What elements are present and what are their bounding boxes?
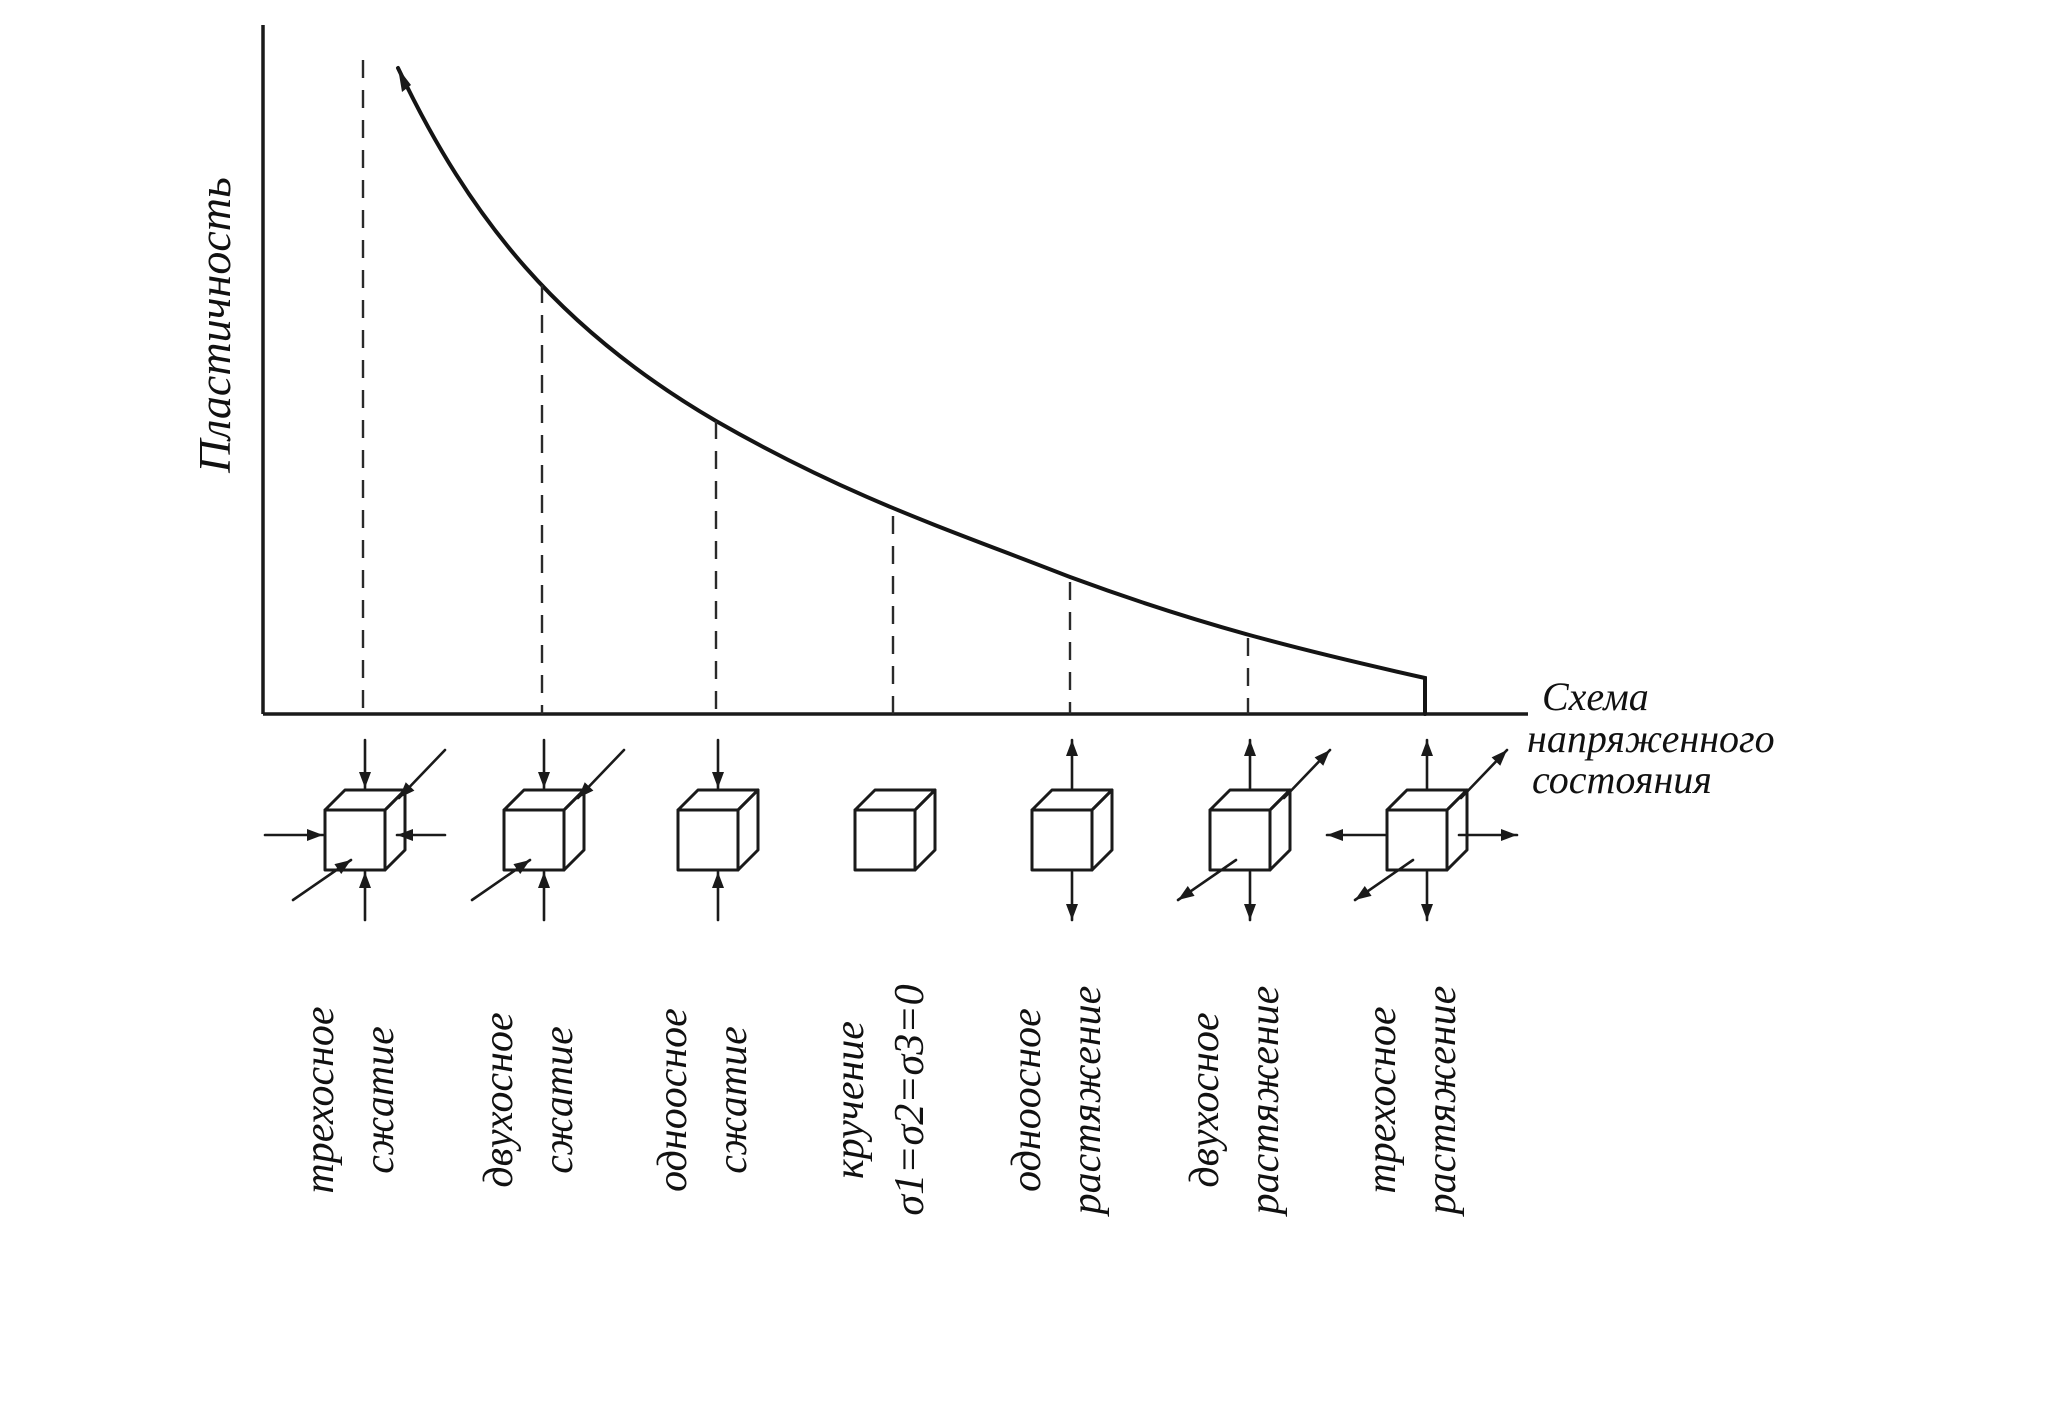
stress-state-label-line: растяжение — [1064, 986, 1110, 1218]
stress-state-label-4: кручение σ1=σ2=σ3=0 — [827, 984, 933, 1215]
stress-state-label-5: одноосное растяжение — [1004, 986, 1110, 1218]
stress-state-label-line: двухосное — [1182, 1012, 1228, 1187]
stress-state-label-line: сжатие — [710, 1026, 756, 1174]
force-arrowhead — [359, 772, 371, 788]
stress-state-label-line: двухосное — [476, 1012, 522, 1187]
force-arrowhead — [1244, 740, 1256, 756]
axes — [261, 25, 1528, 716]
x-axis-label-line-2: напряженного — [1527, 716, 1775, 761]
stress-state-cube-2 — [470, 738, 626, 922]
cube-side-face — [913, 788, 937, 872]
cube-side-face — [562, 788, 586, 872]
stress-state-label-6: двухосное растяжение — [1182, 986, 1288, 1218]
curve-start-arrowhead — [398, 68, 411, 92]
stress-state-label-line: растяжение — [1419, 986, 1465, 1218]
x-axis-label: Схема напряженного состояния — [1527, 674, 1775, 802]
stress-state-cube-1 — [263, 738, 447, 922]
plasticity-curve — [396, 66, 1427, 716]
stress-state-label-line: трехосное — [1359, 1006, 1405, 1193]
stress-state-label-line: трехосное — [297, 1006, 343, 1193]
force-arrowhead — [712, 872, 724, 888]
stress-state-cube-5 — [1030, 738, 1114, 922]
cube-front-face — [1030, 808, 1094, 872]
force-arrowhead — [712, 772, 724, 788]
stress-state-label-line: растяжение — [1242, 986, 1288, 1218]
cube-front-face — [1208, 808, 1272, 872]
cube-side-face — [1445, 788, 1469, 872]
stress-state-label-line: σ1=σ2=σ3=0 — [887, 984, 933, 1215]
stress-state-label-line: сжатие — [536, 1026, 582, 1174]
stress-state-cube-3 — [676, 738, 760, 922]
stress-state-label-line: сжатие — [357, 1026, 403, 1174]
x-axis-label-line-3: состояния — [1532, 757, 1712, 802]
y-axis-label: Пластичность — [189, 177, 240, 474]
stress-state-cube-7 — [1325, 738, 1519, 922]
stress-state-label-line: одноосное — [1004, 1008, 1050, 1192]
stress-state-cube-4 — [853, 788, 937, 872]
force-arrowhead — [1421, 904, 1433, 920]
force-arrowhead — [1244, 904, 1256, 920]
force-arrowhead — [1178, 885, 1195, 900]
stress-state-label-1: трехосное сжатие — [297, 1006, 403, 1193]
stress-state-label-line: кручение — [827, 1021, 873, 1179]
force-arrowhead — [1355, 885, 1372, 900]
stress-state-label-7: трехосное растяжение — [1359, 986, 1465, 1218]
force-arrowhead — [578, 782, 594, 798]
cube-side-face — [1268, 788, 1292, 872]
force-arrowhead — [513, 860, 530, 875]
force-arrowhead — [359, 872, 371, 888]
force-arrowhead — [1066, 740, 1078, 756]
force-arrowhead — [1501, 829, 1517, 841]
cube-front-face — [853, 808, 917, 872]
force-arrowhead — [307, 829, 323, 841]
cube-front-face — [676, 808, 740, 872]
x-axis-label-line-1: Схема — [1542, 674, 1649, 719]
force-arrowhead — [399, 782, 415, 798]
stress-state-cube-6 — [1176, 738, 1332, 922]
cube-front-face — [323, 808, 387, 872]
force-arrowhead — [538, 772, 550, 788]
stress-state-label-line: одноосное — [650, 1008, 696, 1192]
cube-side-face — [1090, 788, 1114, 872]
cube-front-face — [502, 808, 566, 872]
stress-state-label-3: одноосное сжатие — [650, 1008, 756, 1192]
stress-state-labels: трехосное сжатие двухосное сжатие одноосное с… — [297, 984, 1465, 1217]
force-arrowhead — [1327, 829, 1343, 841]
force-arrowhead — [334, 860, 351, 875]
cube-front-face — [1385, 808, 1449, 872]
force-arrowhead — [538, 872, 550, 888]
force-arrowhead — [1314, 750, 1330, 766]
stress-state-label-2: двухосное сжатие — [476, 1012, 582, 1187]
force-arrowhead — [1066, 904, 1078, 920]
cube-side-face — [383, 788, 407, 872]
force-arrowhead — [1491, 750, 1507, 766]
stress-state-cubes — [263, 738, 1519, 922]
dashed-guide-lines — [361, 60, 1250, 714]
cube-side-face — [736, 788, 760, 872]
force-arrowhead — [397, 829, 413, 841]
force-arrowhead — [1421, 740, 1433, 756]
